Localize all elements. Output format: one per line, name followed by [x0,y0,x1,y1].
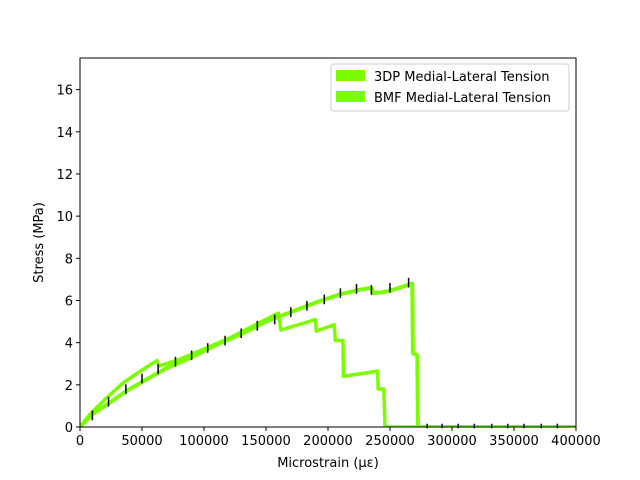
x-tick-label: 100000 [179,434,229,449]
legend: 3DP Medial-Lateral Tension BMF Medial-La… [330,63,570,112]
y-tick-label: 6 [65,294,73,309]
y-tick-label: 4 [65,337,73,352]
y-tick-label: 0 [65,421,73,436]
legend-swatch-bmf [336,91,365,102]
x-tick-label: 0 [76,434,84,449]
y-axis: 0 2 4 6 8 10 12 14 16 [56,84,80,436]
x-tick-label: 150000 [241,434,291,449]
legend-box [330,63,570,112]
legend-swatch-3dp [336,70,365,81]
y-tick-label: 2 [65,379,73,394]
plot-area [79,57,577,429]
y-tick-label: 8 [65,252,73,267]
legend-label-bmf: BMF Medial-Lateral Tension [374,91,551,106]
x-axis: 0 50000 100000 150000 200000 250000 300000 3500… [76,427,601,449]
x-tick-label: 200000 [303,434,353,449]
errorbar-layer [91,277,559,429]
y-tick-label: 14 [56,126,73,141]
x-tick-label: 300000 [427,434,477,449]
y-axis-label: Stress (MPa) [32,202,47,283]
x-axis-label: Microstrain (με) [277,456,379,471]
y-tick-label: 10 [56,210,73,225]
legend-label-3dp: 3DP Medial-Lateral Tension [374,70,550,85]
x-tick-label: 50000 [121,434,162,449]
x-tick-label: 350000 [489,434,539,449]
y-tick-label: 12 [56,168,73,183]
y-tick-label: 16 [56,84,73,99]
series-line-3dp [80,311,576,427]
x-tick-label: 400000 [551,434,601,449]
x-tick-label: 250000 [365,434,415,449]
